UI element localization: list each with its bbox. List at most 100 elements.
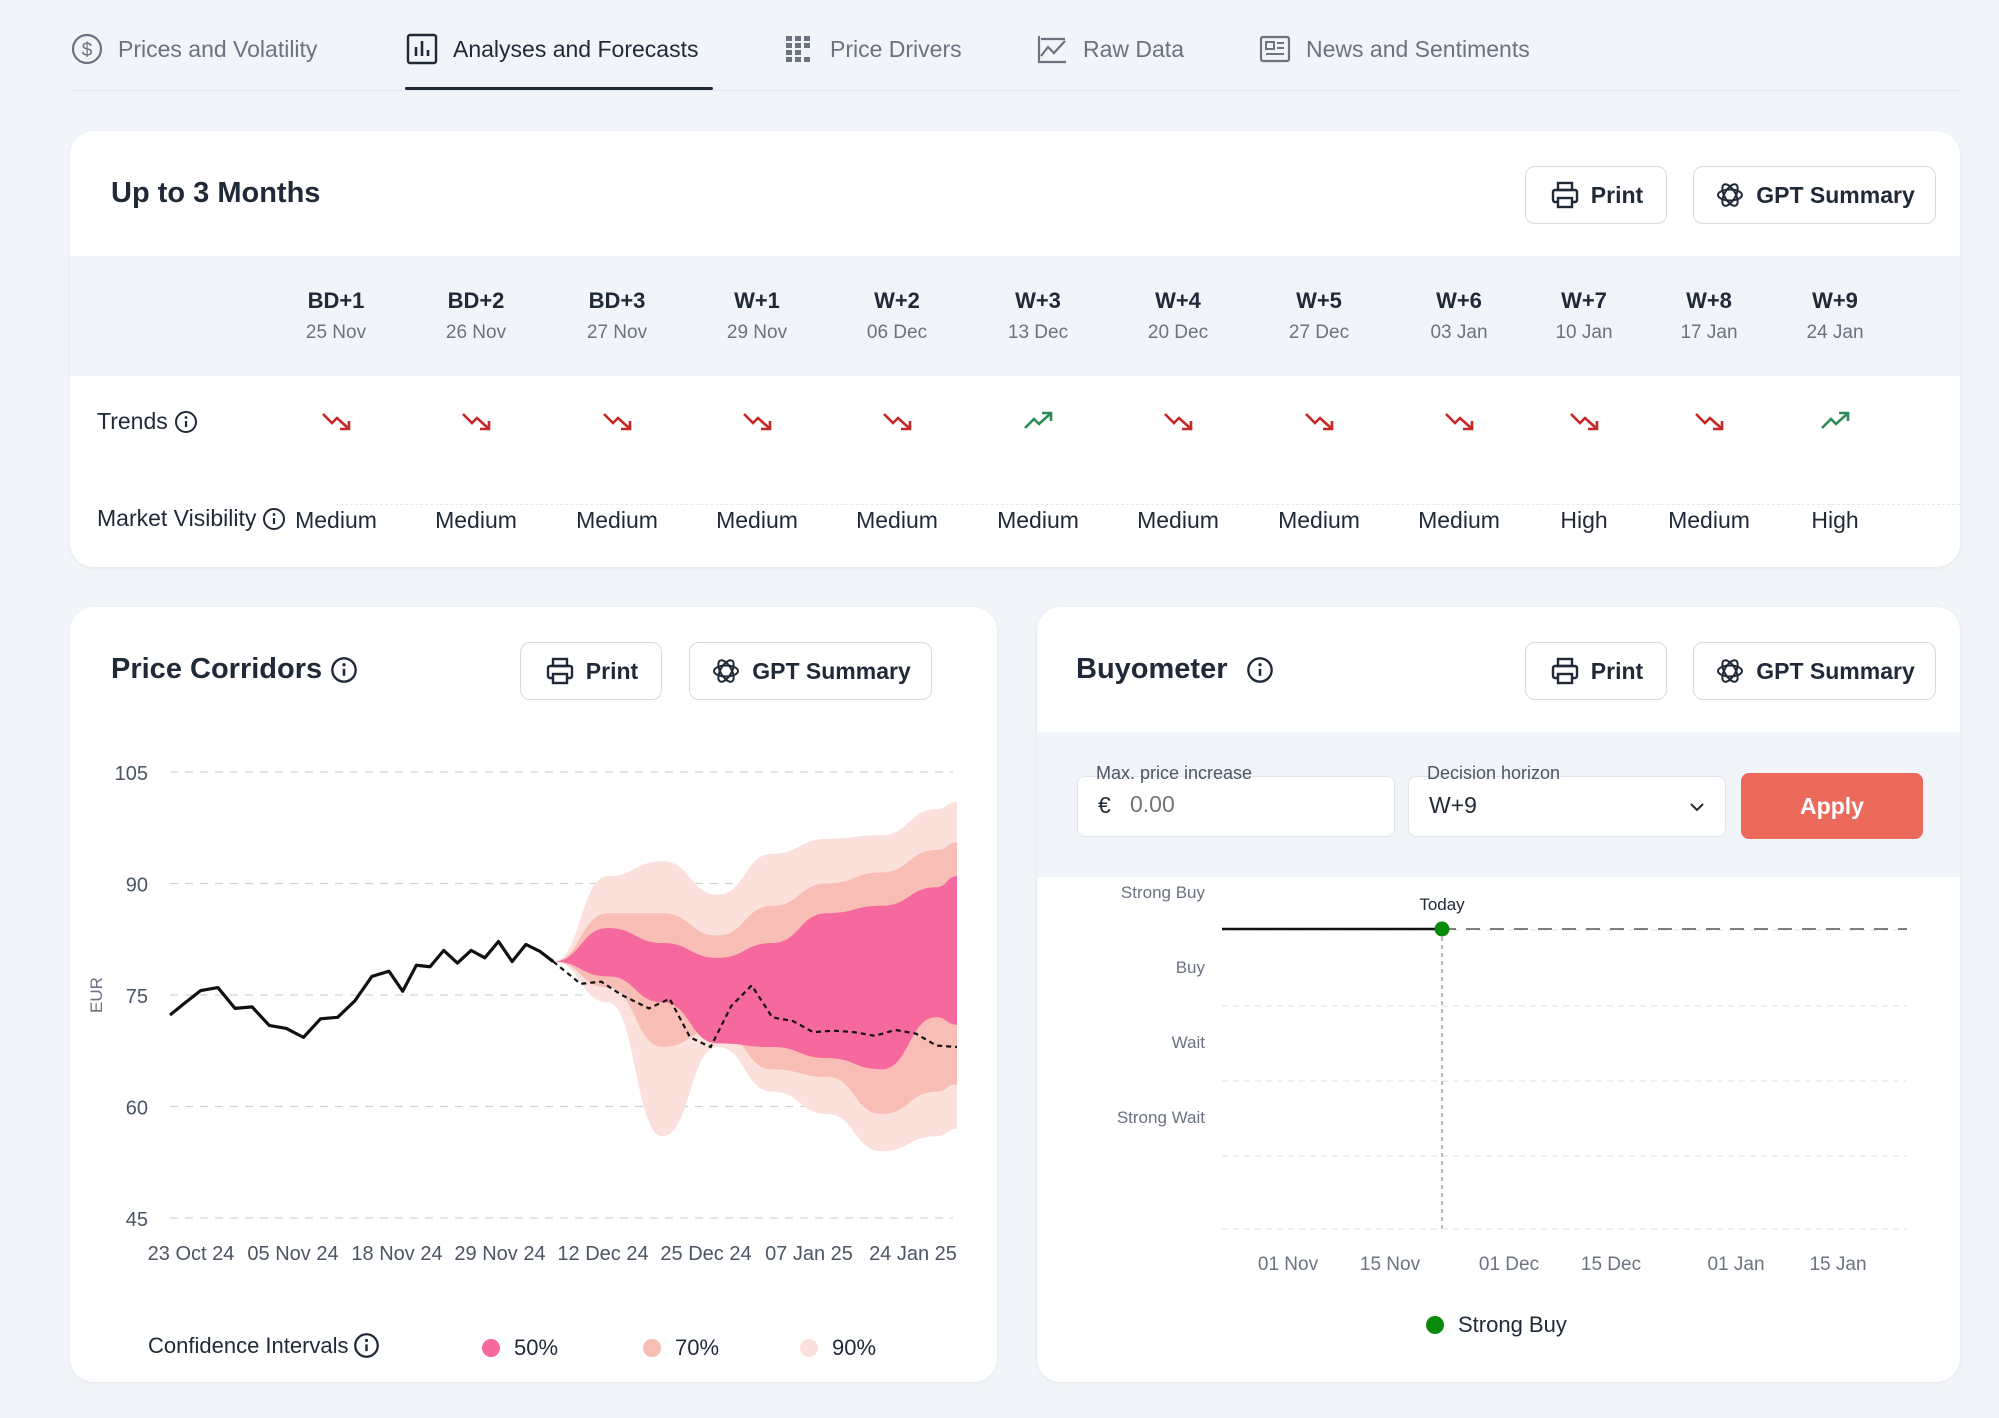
forecast-date: 20 Dec bbox=[1147, 322, 1209, 343]
print-label: Print bbox=[1590, 181, 1644, 208]
trend-down-icon bbox=[1695, 413, 1724, 431]
tab-analyses-and-forecasts[interactable]: Analyses and Forecasts bbox=[405, 33, 713, 90]
x-tick-label: 24 Jan 25 bbox=[869, 1243, 957, 1265]
forecast-card-title: Up to 3 Months bbox=[111, 177, 321, 209]
dollar-circle-icon: $ bbox=[71, 33, 103, 65]
info-icon[interactable] bbox=[1246, 656, 1274, 684]
info-icon[interactable] bbox=[262, 507, 286, 531]
level-label: Wait bbox=[1172, 1033, 1206, 1052]
buyometer-legend-item[interactable]: Strong Buy bbox=[1426, 1312, 1567, 1338]
today-label: Today bbox=[1419, 895, 1465, 914]
market-visibility-value: Medium bbox=[716, 507, 798, 533]
tab-prices-and-volatility[interactable]: $ Prices and Volatility bbox=[70, 33, 318, 90]
level-label: Strong Wait bbox=[1117, 1108, 1205, 1127]
buyometer-legend-label: Strong Buy bbox=[1458, 1312, 1567, 1337]
tab-price-drivers[interactable]: Price Drivers bbox=[782, 34, 962, 90]
bar-chart-icon bbox=[406, 33, 438, 65]
gpt-summary-label: GPT Summary bbox=[1756, 181, 1915, 208]
forecast-period: W+3 bbox=[1015, 288, 1061, 313]
market-visibility-label: Market Visibility bbox=[97, 505, 257, 531]
forecast-date: 26 Nov bbox=[445, 322, 507, 343]
gpt-summary-button[interactable]: GPT Summary bbox=[1693, 642, 1936, 700]
legend-item-90[interactable]: 90% bbox=[800, 1335, 876, 1361]
line-chart-icon bbox=[1037, 36, 1066, 64]
trend-down-icon bbox=[1445, 413, 1474, 431]
x-tick-label: 18 Nov 24 bbox=[351, 1243, 442, 1265]
info-icon[interactable] bbox=[330, 656, 358, 684]
row-divider bbox=[335, 504, 1960, 505]
newspaper-icon bbox=[1259, 35, 1291, 63]
max-price-increase-field[interactable]: Max. price increase € bbox=[1077, 763, 1395, 837]
forecast-period: W+1 bbox=[734, 288, 780, 313]
svg-text:$: $ bbox=[82, 40, 93, 61]
trends-row-label: Trends bbox=[97, 408, 198, 435]
forecast-column-header: BD+3 27 Nov bbox=[562, 286, 672, 346]
buyometer-title-wrap: Buyometer bbox=[1076, 653, 1274, 686]
print-label: Print bbox=[585, 657, 639, 684]
level-label: Strong Buy bbox=[1121, 883, 1206, 902]
x-tick-label: 29 Nov 24 bbox=[454, 1243, 545, 1265]
x-tick-label: 01 Dec bbox=[1479, 1254, 1539, 1275]
forecast-period: W+9 bbox=[1812, 288, 1858, 313]
market-visibility-value: Medium bbox=[1137, 507, 1219, 533]
max-price-increase-label: Max. price increase bbox=[1096, 763, 1253, 783]
forecast-period: W+6 bbox=[1436, 288, 1482, 313]
forecast-date: 17 Jan bbox=[1680, 322, 1738, 343]
forecast-date: 06 Dec bbox=[866, 322, 928, 343]
y-tick-label: 60 bbox=[126, 1098, 148, 1120]
forecast-column-header: W+3 13 Dec bbox=[983, 286, 1093, 346]
y-tick-label: 75 bbox=[126, 986, 148, 1008]
forecast-column-header: W+9 24 Jan bbox=[1780, 286, 1890, 346]
legend-swatch-strong-buy bbox=[1426, 1316, 1444, 1334]
tab-raw-data[interactable]: Raw Data bbox=[1035, 34, 1184, 90]
print-button[interactable]: Print bbox=[1525, 166, 1667, 224]
x-tick-label: 07 Jan 25 bbox=[765, 1243, 853, 1265]
forecast-period: W+5 bbox=[1296, 288, 1342, 313]
forecast-period: W+2 bbox=[874, 288, 920, 313]
y-tick-label: 45 bbox=[126, 1209, 148, 1231]
tab-label: Price Drivers bbox=[830, 36, 962, 62]
forecast-date: 25 Nov bbox=[305, 322, 367, 343]
history-line bbox=[168, 939, 555, 1039]
printer-icon bbox=[1551, 181, 1578, 209]
y-tick-label: 105 bbox=[115, 763, 148, 785]
forecast-period: W+4 bbox=[1155, 288, 1201, 313]
top-tab-bar: $ Prices and Volatility Analyses and For… bbox=[70, 22, 1960, 91]
forecast-period: W+8 bbox=[1686, 288, 1732, 313]
forecast-header-row bbox=[70, 256, 1960, 376]
print-button[interactable]: Print bbox=[520, 642, 662, 700]
market-visibility-value: Medium bbox=[576, 507, 658, 533]
legend-item-70[interactable]: 70% bbox=[643, 1335, 719, 1361]
gpt-summary-button[interactable]: GPT Summary bbox=[1693, 166, 1936, 224]
tab-news-and-sentiments[interactable]: News and Sentiments bbox=[1258, 34, 1530, 90]
x-tick-label: 12 Dec 24 bbox=[557, 1243, 648, 1265]
x-tick-label: 25 Dec 24 bbox=[660, 1243, 751, 1265]
tab-label: Prices and Volatility bbox=[118, 36, 318, 62]
x-tick-label: 15 Dec bbox=[1581, 1254, 1641, 1275]
info-icon[interactable] bbox=[174, 410, 198, 434]
forecast-column-header: W+1 29 Nov bbox=[702, 286, 812, 346]
apply-button[interactable]: Apply bbox=[1741, 773, 1923, 839]
forecast-column-header: W+2 06 Dec bbox=[842, 286, 952, 346]
trend-down-icon bbox=[603, 413, 632, 431]
currency-symbol: € bbox=[1098, 792, 1111, 818]
trend-down-icon bbox=[883, 413, 912, 431]
info-icon[interactable] bbox=[353, 1332, 380, 1359]
print-button[interactable]: Print bbox=[1525, 642, 1667, 700]
printer-icon bbox=[1551, 657, 1578, 685]
market-visibility-value: Medium bbox=[435, 507, 517, 533]
forecast-date: 29 Nov bbox=[726, 322, 788, 343]
market-visibility-row-label: Market Visibility bbox=[97, 505, 286, 532]
legend-label: 90% bbox=[832, 1335, 877, 1360]
forecast-column-header: W+4 20 Dec bbox=[1123, 286, 1233, 346]
forecast-column-header: W+6 03 Jan bbox=[1404, 286, 1514, 346]
level-label: Buy bbox=[1176, 958, 1206, 977]
market-visibility-value: Medium bbox=[856, 507, 938, 533]
gpt-summary-button[interactable]: GPT Summary bbox=[689, 642, 932, 700]
gpt-summary-label: GPT Summary bbox=[1756, 657, 1915, 684]
gpt-summary-label: GPT Summary bbox=[752, 657, 911, 684]
max-price-increase-input[interactable] bbox=[1128, 790, 1332, 819]
legend-item-50[interactable]: 50% bbox=[482, 1335, 558, 1361]
forecast-period: BD+1 bbox=[307, 288, 365, 313]
decision-horizon-select[interactable]: Decision horizon W+9 bbox=[1408, 763, 1726, 837]
